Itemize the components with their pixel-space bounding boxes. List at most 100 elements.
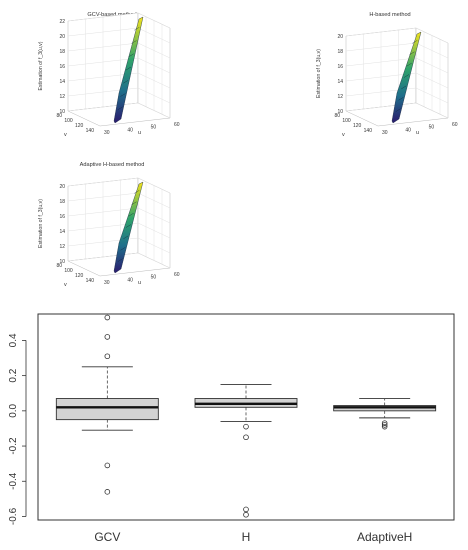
v-tick-label: 80 bbox=[334, 113, 340, 119]
v-tick-label: 140 bbox=[86, 278, 95, 284]
u-tick-label: 60 bbox=[452, 122, 458, 128]
v-tick-label: 80 bbox=[56, 263, 62, 269]
surface-title: Adaptive H-based method bbox=[80, 162, 145, 168]
u-tick-label: 30 bbox=[382, 130, 388, 136]
outlier-point bbox=[243, 423, 249, 430]
y-tick-label: 0.4 bbox=[8, 333, 19, 347]
z-gridline bbox=[67, 72, 171, 89]
x-tick-label: GCV bbox=[94, 530, 120, 544]
z-tick-label: 16 bbox=[59, 214, 65, 220]
z-tick-label: 20 bbox=[59, 34, 65, 40]
boxplot-chart: -0.6 -0.4 -0.2 0.0 0.2 0.4 GCV H AdaptiveH bbox=[8, 313, 455, 544]
y-tick-label: -0.6 bbox=[8, 507, 19, 525]
surface-mesh-line bbox=[123, 235, 129, 240]
z-gridline bbox=[67, 42, 171, 59]
surface-mesh-line bbox=[117, 258, 123, 262]
u-tick-label: 50 bbox=[429, 125, 435, 131]
v-tick-label: 120 bbox=[75, 273, 84, 279]
u-axis-label: u bbox=[416, 130, 419, 136]
surface-mesh-line bbox=[403, 74, 410, 78]
v-tick-label: 120 bbox=[75, 123, 84, 129]
surface-mesh-line bbox=[131, 40, 137, 44]
surface-mesh-line bbox=[131, 201, 137, 205]
z-tick-label: 20 bbox=[337, 34, 343, 40]
surface-mesh bbox=[113, 16, 144, 124]
z-tick-label: 12 bbox=[337, 94, 343, 100]
outlier-point bbox=[104, 353, 111, 360]
surface-mesh-line bbox=[125, 224, 132, 228]
z-gridline bbox=[345, 27, 449, 44]
surface-mesh-line bbox=[120, 247, 126, 251]
surface-mesh-line bbox=[128, 53, 134, 57]
z-tick-label: 16 bbox=[59, 64, 65, 70]
v-axis-label: v bbox=[342, 132, 345, 138]
z-gridline bbox=[345, 87, 449, 104]
v-axis-label: v bbox=[64, 132, 67, 138]
u-tick-label: 50 bbox=[151, 275, 157, 281]
u-tick-label: 40 bbox=[127, 277, 133, 283]
y-tick-label: -0.4 bbox=[8, 472, 19, 490]
v-tick-label: 100 bbox=[64, 118, 73, 124]
surface-mesh-line bbox=[134, 27, 140, 31]
z-tick-label: 18 bbox=[337, 49, 343, 55]
x-tick-label: AdaptiveH bbox=[357, 530, 412, 544]
v-axis-label: v bbox=[64, 282, 67, 288]
u-tick-label: 50 bbox=[151, 125, 157, 131]
outlier-point bbox=[381, 423, 388, 430]
surface-mesh-line bbox=[123, 80, 129, 84]
z-gridline bbox=[67, 102, 171, 119]
surface-mesh-line bbox=[134, 190, 140, 194]
v-tick-label: 140 bbox=[86, 128, 95, 134]
v-tick-label: 80 bbox=[56, 113, 62, 119]
u-tick-label: 30 bbox=[104, 280, 110, 286]
surface-mesh-line bbox=[412, 40, 418, 44]
surface-mesh-line bbox=[125, 66, 132, 71]
x-tick-label: H bbox=[242, 530, 251, 544]
z-tick-label: 10 bbox=[59, 109, 65, 115]
y-tick-label: 0.2 bbox=[8, 368, 19, 382]
outlier-point bbox=[243, 506, 249, 513]
z-tick-label: 12 bbox=[59, 244, 65, 250]
z-gridline bbox=[67, 237, 171, 254]
u-tick-label: 30 bbox=[104, 130, 110, 136]
outlier-point bbox=[104, 334, 111, 340]
surface-mesh-line bbox=[409, 51, 415, 55]
z-gridline bbox=[345, 57, 449, 74]
v-tick-label: 120 bbox=[353, 123, 362, 129]
surface-panel-3: Adaptive H-based method 10 12 14 16 18 20 14012… bbox=[38, 162, 180, 288]
z-tick-label: 16 bbox=[337, 64, 343, 70]
box-iqr bbox=[55, 398, 159, 421]
surface-panel-1: GCV-based method 10 12 14 16 18 20 22 1401201008… bbox=[38, 12, 180, 138]
u-tick-label: 60 bbox=[174, 122, 180, 128]
y-tick-label: -0.2 bbox=[8, 437, 19, 455]
u-tick-label: 60 bbox=[174, 272, 180, 278]
surface-mesh-line bbox=[120, 93, 126, 97]
surface-mesh-line bbox=[401, 85, 407, 90]
u-axis-label: u bbox=[138, 130, 141, 136]
z-axis-label: Estimation of f_3(u,v) bbox=[38, 199, 44, 248]
u-axis-label: u bbox=[138, 280, 141, 286]
surface-mesh bbox=[391, 31, 422, 124]
z-tick-label: 14 bbox=[59, 229, 65, 235]
z-tick-label: 20 bbox=[59, 184, 65, 190]
surface-mesh-line bbox=[128, 212, 134, 217]
z-gridline bbox=[67, 207, 171, 224]
box-GCV: GCV bbox=[55, 314, 159, 544]
outlier-point bbox=[104, 314, 111, 321]
outlier-point bbox=[243, 434, 249, 441]
z-tick-label: 18 bbox=[59, 49, 65, 55]
u-tick-label: 40 bbox=[405, 127, 411, 133]
y-tick-label: 0.0 bbox=[8, 403, 19, 417]
z-tick-label: 22 bbox=[59, 19, 65, 25]
surface-mesh-line bbox=[395, 108, 401, 112]
outlier-point bbox=[104, 462, 111, 469]
box-H: H bbox=[194, 383, 298, 544]
outlier-point bbox=[381, 422, 388, 428]
outlier-point bbox=[243, 511, 249, 518]
z-tick-label: 18 bbox=[59, 199, 65, 205]
v-tick-label: 100 bbox=[64, 268, 73, 274]
z-gridline bbox=[67, 177, 171, 194]
z-axis-label: Estimation of f_3(u,v) bbox=[38, 41, 44, 90]
u-tick-label: 40 bbox=[127, 127, 133, 133]
